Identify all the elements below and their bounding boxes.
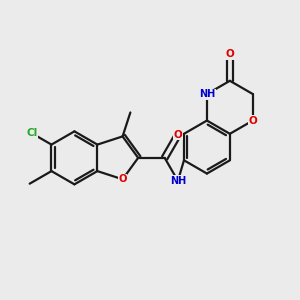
Text: Cl: Cl [26,128,38,138]
Text: O: O [248,116,257,126]
Text: NH: NH [170,176,186,186]
Text: O: O [226,49,234,59]
Text: O: O [118,174,127,184]
Text: O: O [173,130,182,140]
Text: NH: NH [199,89,215,99]
